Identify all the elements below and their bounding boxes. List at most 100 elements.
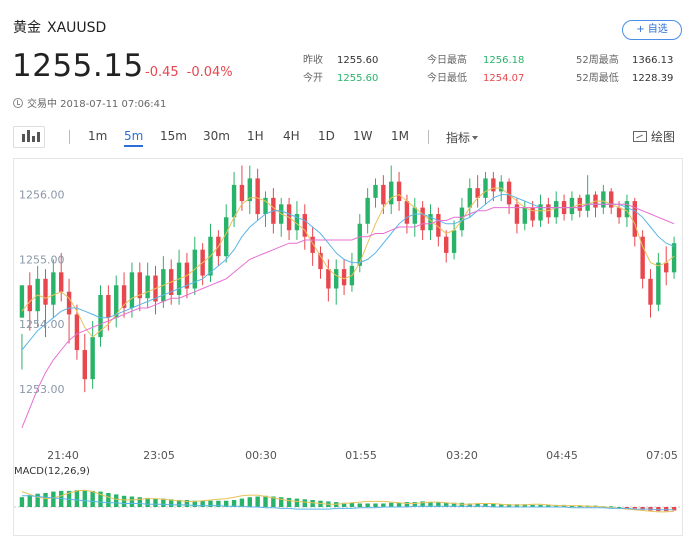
macd-bar (74, 490, 80, 507)
macd-bar (357, 503, 362, 507)
candle-body (231, 184, 237, 218)
candle-body (514, 204, 520, 224)
candle-body (420, 207, 425, 231)
interval-30m[interactable]: 30m (203, 129, 230, 143)
y-tick-label: 1254.00 (19, 318, 65, 331)
caret-down-icon (472, 136, 479, 140)
interval-1mo[interactable]: 1M (391, 129, 409, 143)
candle-body (467, 188, 472, 208)
candle-body (648, 278, 653, 305)
candle-body (609, 191, 614, 208)
interval-5m[interactable]: 5m (124, 129, 144, 147)
change-value: -0.45 (145, 65, 179, 80)
indicator-dropdown[interactable]: 指标 (446, 129, 479, 146)
candle-body (129, 272, 135, 308)
macd-bar (396, 502, 402, 507)
candle-body (294, 214, 300, 231)
macd-bar (381, 503, 386, 507)
x-tick-label: 21:40 (47, 449, 79, 462)
toolbar-divider (69, 130, 70, 144)
macd-bar (255, 496, 260, 507)
stats-column-3: 52周最高 1366.13 52周最低 1228.39 (576, 52, 673, 88)
interval-1m[interactable]: 1m (88, 129, 108, 143)
x-tick-label: 23:05 (143, 449, 175, 462)
macd-bar (475, 503, 480, 507)
candle-body (365, 197, 370, 224)
clock-icon (13, 98, 23, 108)
macd-bar (231, 500, 237, 507)
open-value: 1255.60 (337, 73, 379, 84)
macd-bar (365, 503, 370, 507)
macd-bar (90, 490, 95, 507)
y-tick-label: 1256.00 (19, 189, 65, 202)
candle-body (74, 314, 80, 351)
candle-body (444, 236, 449, 253)
macd-bar (176, 500, 182, 507)
draw-tool-button[interactable]: 绘图 (632, 128, 675, 145)
stats-column-1: 昨收 1255.60 今开 1255.60 (303, 52, 378, 88)
candle-body (640, 236, 645, 279)
macd-bar (129, 496, 135, 507)
candle-body (51, 272, 56, 305)
macd-bar (271, 496, 276, 507)
candle-body (404, 201, 410, 224)
macd-bar (153, 498, 158, 507)
candle-body (247, 178, 252, 202)
macd-bar (420, 501, 425, 507)
open-label: 今开 (303, 73, 323, 84)
macd-bar (664, 507, 669, 512)
interval-4h[interactable]: 4H (283, 129, 300, 143)
price-chart[interactable]: 1256.00 1255.00 1254.00 1253.00 21:40 23:05 00… (14, 159, 682, 535)
macd-bar (459, 502, 465, 507)
candle-body (302, 214, 307, 237)
y-tick-label: 1255.00 (19, 253, 65, 266)
macd-bar (624, 507, 630, 508)
candle-body (616, 207, 622, 218)
candle-body (90, 337, 95, 380)
candle-body (585, 194, 590, 211)
candle-body (412, 207, 417, 224)
macd-bar (522, 504, 527, 507)
interval-15m[interactable]: 15m (160, 129, 187, 143)
candle-body (396, 181, 402, 202)
instrument-title: 黄金 XAUUSD (13, 17, 106, 37)
macd-bar (286, 497, 292, 507)
last-price: 1255.15 (12, 48, 144, 84)
macd-bar (373, 503, 378, 507)
candle-body (98, 295, 103, 338)
macd-bar (82, 490, 87, 507)
add-to-watchlist-button[interactable]: + 自选 (622, 20, 682, 40)
interval-1w[interactable]: 1W (353, 129, 373, 143)
chart-panel[interactable]: 1256.00 1255.00 1254.00 1253.00 21:40 23:05 00… (13, 158, 683, 536)
macd-bar (19, 497, 25, 507)
interval-1h[interactable]: 1H (247, 129, 264, 143)
candle-body (106, 295, 111, 318)
macd-bar (43, 493, 48, 507)
macd-bar (184, 500, 190, 507)
macd-bar (51, 491, 56, 507)
price-change: -0.45 -0.04% (145, 65, 233, 80)
macd-bar (404, 502, 410, 507)
macd-bar (208, 500, 213, 507)
candle-body (59, 272, 64, 292)
candlestick-icon[interactable] (13, 126, 45, 148)
macd-bar (569, 505, 575, 507)
candle-body (310, 236, 315, 253)
macd-bar (467, 503, 472, 507)
trading-status: 交易中 2018-07-11 07:06:41 (13, 95, 166, 110)
macd-bar (491, 503, 496, 507)
instrument-code: XAUUSD (47, 20, 107, 36)
macd-bar (224, 500, 229, 507)
candle-body (656, 262, 661, 305)
macd-bar (577, 505, 582, 507)
candle-body (569, 197, 575, 215)
draw-label: 绘图 (650, 130, 675, 144)
interval-1d[interactable]: 1D (318, 129, 335, 143)
candle-body (239, 184, 245, 202)
macd-bar (671, 507, 677, 511)
macd-bar (499, 504, 504, 507)
candle-body (554, 201, 559, 218)
x-tick-label: 00:30 (245, 449, 277, 462)
ma-mid-line (21, 194, 675, 351)
indicator-label: 指标 (446, 131, 471, 145)
